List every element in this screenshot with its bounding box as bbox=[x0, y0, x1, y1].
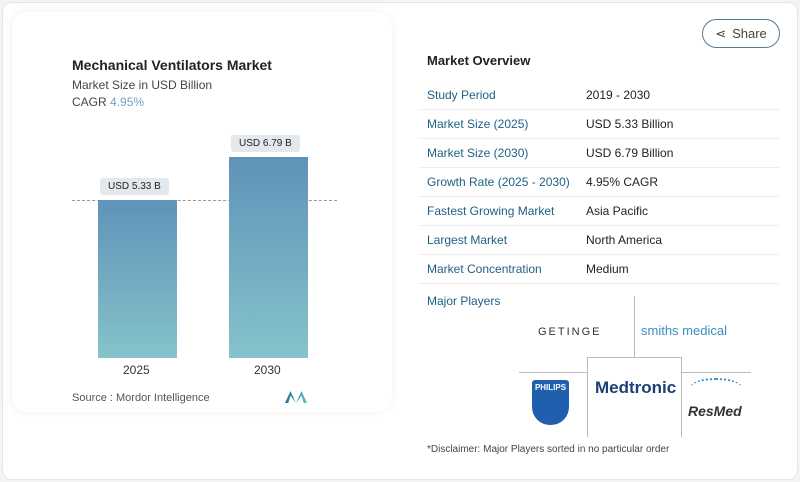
row-key: Fastest Growing Market bbox=[427, 204, 555, 218]
philips-logo: PHILIPS bbox=[532, 380, 569, 425]
row-key: Study Period bbox=[427, 88, 496, 102]
x-tick-label: 2025 bbox=[123, 363, 150, 377]
getinge-logo: GETINGE bbox=[538, 326, 602, 338]
bar-2030 bbox=[229, 157, 308, 358]
overview-row: Growth Rate (2025 - 2030) 4.95% CAGR bbox=[418, 168, 780, 197]
disclaimer: *Disclaimer: Major Players sorted in no … bbox=[427, 444, 670, 455]
cagr-value: 4.95% bbox=[110, 95, 145, 109]
major-players-title: Major Players bbox=[427, 294, 501, 308]
overview-row: Market Size (2025) USD 5.33 Billion bbox=[418, 110, 780, 139]
row-key: Market Concentration bbox=[427, 262, 542, 276]
row-key: Market Size (2030) bbox=[427, 146, 529, 160]
resmed-logo: ResMed bbox=[688, 403, 742, 419]
share-button[interactable]: ⋖ Share bbox=[702, 19, 780, 48]
smiths-medical-logo: smiths medical bbox=[641, 323, 727, 338]
source: Source : Mordor Intelligence bbox=[72, 392, 210, 404]
share-label: Share bbox=[732, 26, 767, 41]
data-label: USD 6.79 B bbox=[231, 135, 300, 152]
divider bbox=[634, 296, 635, 357]
share-icon: ⋖ bbox=[715, 25, 727, 41]
bar-2025 bbox=[98, 200, 177, 358]
row-value: 4.95% CAGR bbox=[586, 175, 659, 189]
medtronic-logo: Medtronic bbox=[595, 378, 677, 397]
philips-text: PHILIPS bbox=[534, 383, 567, 392]
data-label: USD 5.33 B bbox=[100, 178, 169, 196]
row-key: Growth Rate (2025 - 2030) bbox=[427, 175, 570, 189]
overview-row: Market Size (2030) USD 6.79 Billion bbox=[418, 139, 780, 168]
overview-row: Largest Market North America bbox=[418, 226, 780, 255]
medtronic-box bbox=[587, 357, 682, 437]
row-value: Medium bbox=[586, 262, 629, 276]
overview-row: Study Period 2019 - 2030 bbox=[418, 81, 780, 110]
row-value: North America bbox=[586, 233, 663, 247]
reference-line bbox=[72, 200, 337, 201]
row-key: Largest Market bbox=[427, 233, 508, 247]
chart-subtitle: Market Size in USD Billion bbox=[72, 78, 213, 92]
resmed-wave-icon bbox=[690, 378, 742, 398]
row-value: Asia Pacific bbox=[586, 204, 649, 218]
overview-row: Market Concentration Medium bbox=[418, 255, 780, 284]
cagr: CAGR 4.95% bbox=[72, 95, 144, 109]
row-key: Market Size (2025) bbox=[427, 117, 529, 131]
row-value: 2019 - 2030 bbox=[586, 88, 651, 102]
overview-row: Fastest Growing Market Asia Pacific bbox=[418, 197, 780, 226]
x-tick-label: 2030 bbox=[254, 363, 281, 377]
row-value: USD 6.79 Billion bbox=[586, 146, 674, 160]
chart-title: Mechanical Ventilators Market bbox=[72, 57, 272, 73]
row-value: USD 5.33 Billion bbox=[586, 117, 674, 131]
chart-card bbox=[12, 12, 392, 412]
overview-title: Market Overview bbox=[427, 53, 531, 68]
cagr-label: CAGR bbox=[72, 95, 107, 109]
